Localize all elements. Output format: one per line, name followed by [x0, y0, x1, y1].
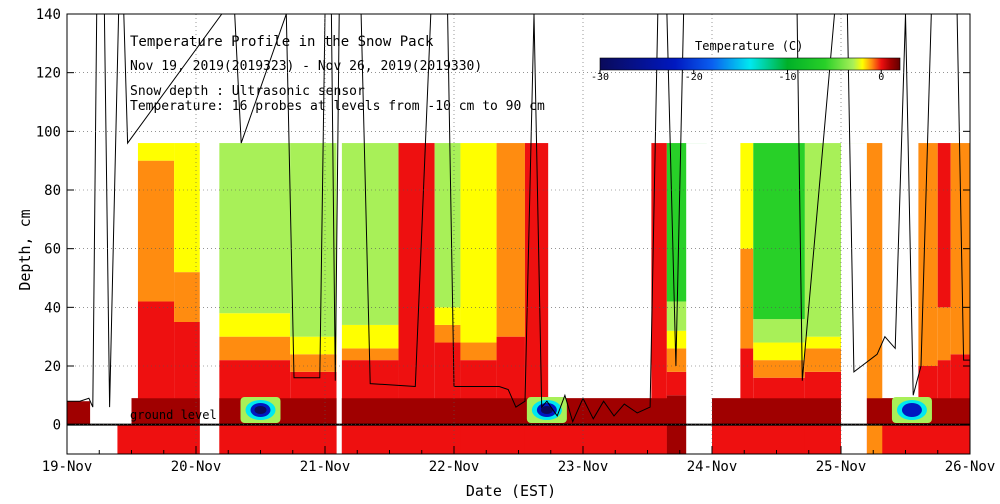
heatmap-cell [460, 143, 497, 343]
heatmap-cell [524, 143, 549, 454]
heatmap-cell [804, 336, 867, 349]
colorbar-ticks: -30 -20 -10 0 [591, 70, 884, 83]
plot-area [67, 14, 970, 454]
heatmap-cell [219, 143, 291, 314]
colorbar: Temperature (C) -30 -20 -10 0 [591, 39, 901, 83]
heatmap-cell [753, 143, 805, 320]
y-tick-label: 60 [44, 242, 61, 258]
axes: 0 20 40 60 80 100 120 140 19-Nov 20-Nov 21-Nov 22-N… [36, 7, 996, 475]
heatmap-cell [753, 319, 805, 343]
cold-spot-center [254, 406, 267, 414]
chart-subtitle: Nov 19, 2019(2019323) - Nov 26, 2019(201… [130, 59, 482, 74]
heatmap-cell [174, 143, 200, 273]
data-gap [686, 143, 712, 454]
heatmap-cell [740, 143, 754, 249]
heatmap-cell [174, 272, 200, 322]
note-temperature: Temperature: 16 probes at levels from -1… [130, 99, 545, 114]
cold-spot-center [540, 406, 553, 414]
heatmap-cell [496, 143, 525, 337]
x-tick-label: 25-Nov [816, 459, 867, 475]
x-tick-label: 22-Nov [429, 459, 480, 475]
heatmap-cell [341, 324, 399, 349]
heatmap-cell [434, 143, 461, 308]
cold-spot-center [905, 406, 918, 414]
heatmap-cell [918, 143, 938, 366]
heatmap-cell [753, 360, 805, 378]
chart-title: Temperature Profile in the Snow Pack [130, 34, 434, 50]
y-tick-label: 140 [36, 7, 61, 23]
y-tick-label: 0 [53, 418, 61, 434]
y-tick-label: 120 [36, 66, 61, 82]
colorbar-title: Temperature (C) [695, 39, 803, 53]
note-snow-depth: Snow depth : Ultrasonic sensor [130, 84, 365, 99]
heatmap-cell [651, 143, 667, 454]
x-tick-label: 23-Nov [558, 459, 609, 475]
heatmap-cell [137, 301, 175, 454]
heatmap-cell [137, 143, 175, 161]
ground-cell [67, 401, 91, 425]
data-gap [336, 143, 342, 454]
heatmap-cell [290, 354, 337, 372]
colorbar-tick-label: -10 [778, 72, 796, 83]
heatmap-cell [937, 307, 951, 361]
heatmap-cell [937, 143, 951, 308]
y-axis-label: Depth, cm [16, 209, 34, 290]
colorbar-tick-label: -30 [591, 72, 609, 83]
data-gap [199, 143, 220, 454]
snow-depth-line [67, 14, 970, 424]
heatmap-cell [290, 336, 337, 355]
ground-level-label: ground level [130, 408, 217, 422]
heatmap-cell [174, 322, 200, 454]
heatmap-cell [753, 342, 805, 361]
x-tick-label: 20-Nov [171, 459, 222, 475]
x-axis-label: Date (EST) [466, 482, 556, 500]
x-tick-label: 26-Nov [945, 459, 996, 475]
heatmap-cell [137, 160, 175, 302]
heatmap-cell [219, 336, 291, 361]
heatmap-cell [290, 143, 337, 337]
heatmap-cell [434, 307, 461, 325]
heatmap-cell [950, 143, 970, 355]
heatmap-cell [341, 143, 399, 325]
heatmap-cell [219, 313, 291, 337]
heatmap-cell [434, 324, 461, 343]
data-gap [841, 143, 867, 454]
x-tick-label: 19-Nov [42, 459, 93, 475]
colorbar-tick-label: -20 [685, 72, 703, 83]
x-tick-label: 24-Nov [687, 459, 738, 475]
y-tick-label: 40 [44, 300, 61, 316]
colorbar-gradient [599, 57, 901, 71]
colorbar-tick-label: 0 [878, 72, 884, 83]
x-tick-label: 21-Nov [300, 459, 351, 475]
y-tick-label: 100 [36, 124, 61, 140]
ground-band [131, 398, 687, 425]
y-tick-label: 20 [44, 359, 61, 375]
heatmap-cell [740, 248, 754, 349]
heatmap-cell [341, 348, 399, 361]
y-tick-label: 80 [44, 183, 61, 199]
heatmap-cell [460, 342, 497, 361]
heatmap-cell [866, 143, 883, 454]
